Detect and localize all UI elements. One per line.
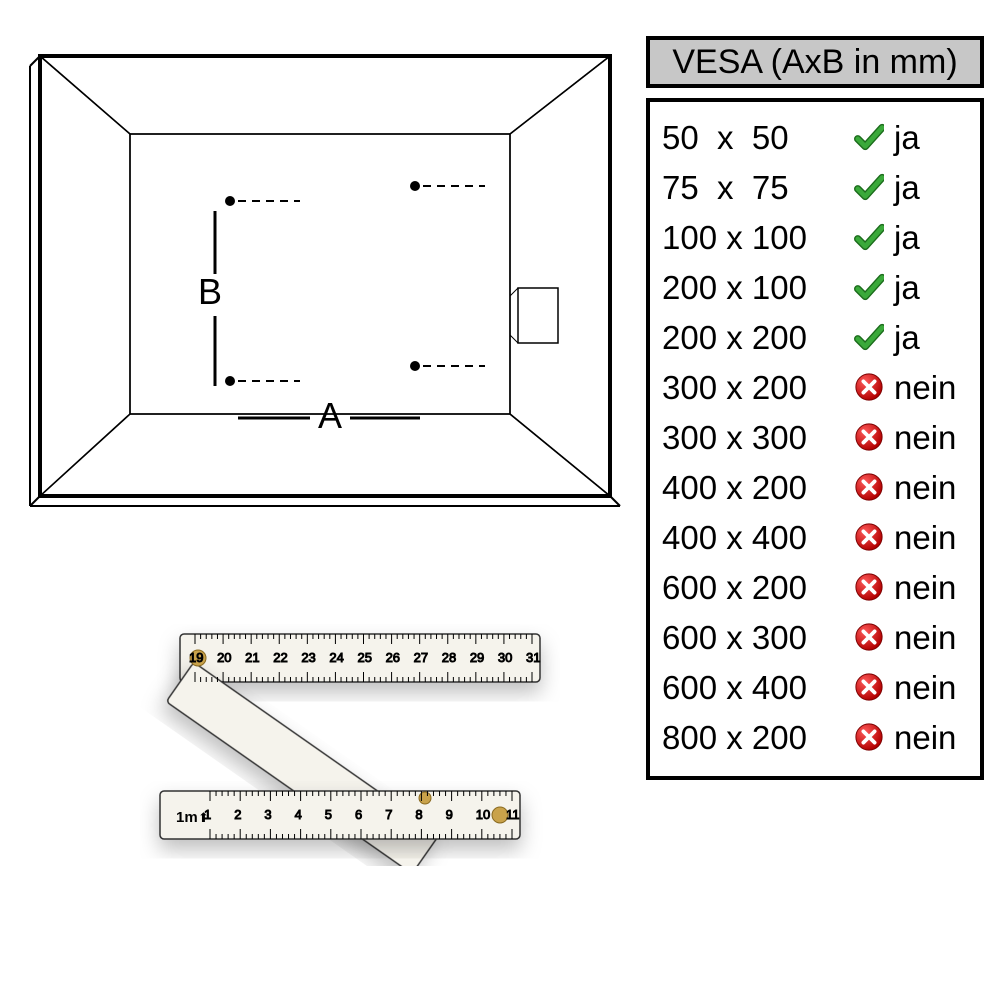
folding-ruler: 19202122232425262728293031 1234567891011… [140,616,560,866]
ruler-tick-label: 28 [442,650,456,665]
vesa-supported-label: nein [886,721,956,754]
vesa-dims: 300 x 200 [662,371,852,404]
check-icon [854,122,884,152]
vesa-row: 200 x 200 ja [662,312,968,362]
cross-icon [854,522,884,552]
vesa-dims: 600 x 400 [662,671,852,704]
ruler-tick-label: 25 [358,650,372,665]
check-icon [852,122,886,152]
cross-icon [852,572,886,602]
ruler-tick-label: 8 [415,807,422,822]
vesa-supported-label: ja [886,171,920,204]
vesa-row: 600 x 400 nein [662,662,968,712]
ruler-tick-label: 20 [217,650,231,665]
vesa-supported-label: nein [886,671,956,704]
vesa-row: 75 x 75 ja [662,162,968,212]
vesa-supported-label: ja [886,321,920,354]
ruler-tick-label: 24 [329,650,343,665]
ruler-end-label: 1m [176,809,198,826]
vesa-supported-label: nein [886,571,956,604]
cross-icon [852,622,886,652]
tv-back-diagram: B A [20,36,630,536]
cross-icon [854,572,884,602]
ruler-tick-label: 10 [476,807,490,822]
ruler-tick-label: 26 [386,650,400,665]
vesa-table: 50 x 50 ja75 x 75 ja100 x 100 ja200 x 10… [646,98,984,780]
vesa-dims: 600 x 300 [662,621,852,654]
vesa-supported-label: ja [886,221,920,254]
vesa-header: VESA (AxB in mm) [646,36,984,88]
cross-icon [852,372,886,402]
check-icon [852,272,886,302]
ruler-tick-label: 29 [470,650,484,665]
vesa-row: 400 x 400 nein [662,512,968,562]
dim-label-b: B [198,271,222,312]
vesa-supported-label: ja [886,121,920,154]
vesa-supported-label: ja [886,271,920,304]
ruler-tick-label: 3 [264,807,271,822]
vesa-dims: 600 x 200 [662,571,852,604]
cross-icon [854,622,884,652]
cross-icon [854,422,884,452]
vesa-row: 300 x 200 nein [662,362,968,412]
vesa-dims: 50 x 50 [662,121,852,154]
cross-icon [852,722,886,752]
ruler-tick-label: 27 [414,650,428,665]
tv-svg: B A [20,36,630,536]
ruler-tick-label: 21 [245,650,259,665]
vesa-supported-label: nein [886,621,956,654]
check-icon [852,322,886,352]
check-icon [852,172,886,202]
ruler-tick-label: 4 [295,807,302,822]
cross-icon [852,672,886,702]
vesa-row: 400 x 200 nein [662,462,968,512]
ruler-tick-label: 22 [273,650,287,665]
ruler-tick-label: 31 [526,650,540,665]
vesa-dims: 800 x 200 [662,721,852,754]
cross-icon [852,422,886,452]
ruler-tick-label: 6 [355,807,362,822]
vesa-supported-label: nein [886,371,956,404]
dim-label-a: A [318,395,342,436]
vesa-row: 600 x 300 nein [662,612,968,662]
svg-text:⬆: ⬆ [198,810,209,825]
vesa-row: 300 x 300 nein [662,412,968,462]
check-icon [854,322,884,352]
cross-icon [854,372,884,402]
ruler-tick-label: 9 [446,807,453,822]
cross-icon [852,522,886,552]
cross-icon [854,722,884,752]
ruler-tick-label: 23 [301,650,315,665]
ruler-tick-label: 19 [189,650,203,665]
vesa-supported-label: nein [886,421,956,454]
check-icon [854,222,884,252]
check-icon [854,272,884,302]
ruler-tick-label: 5 [325,807,332,822]
vesa-supported-label: nein [886,521,956,554]
vesa-row: 800 x 200 nein [662,712,968,762]
ruler-tick-label: 7 [385,807,392,822]
ruler-tick-label: 11 [506,807,520,822]
vesa-dims: 400 x 200 [662,471,852,504]
ruler-tick-label: 2 [234,807,241,822]
vesa-row: 50 x 50 ja [662,112,968,162]
cross-icon [852,472,886,502]
page-container: B A [20,36,980,936]
vesa-dims: 400 x 400 [662,521,852,554]
check-icon [852,222,886,252]
vesa-row: 200 x 100 ja [662,262,968,312]
vesa-supported-label: nein [886,471,956,504]
vesa-dims: 75 x 75 [662,171,852,204]
vesa-dims: 200 x 100 [662,271,852,304]
cross-icon [854,472,884,502]
vesa-dims: 200 x 200 [662,321,852,354]
cross-icon [854,672,884,702]
vesa-row: 600 x 200 nein [662,562,968,612]
vesa-dims: 100 x 100 [662,221,852,254]
ruler-tick-label: 30 [498,650,512,665]
vesa-dims: 300 x 300 [662,421,852,454]
check-icon [854,172,884,202]
vesa-row: 100 x 100 ja [662,212,968,262]
